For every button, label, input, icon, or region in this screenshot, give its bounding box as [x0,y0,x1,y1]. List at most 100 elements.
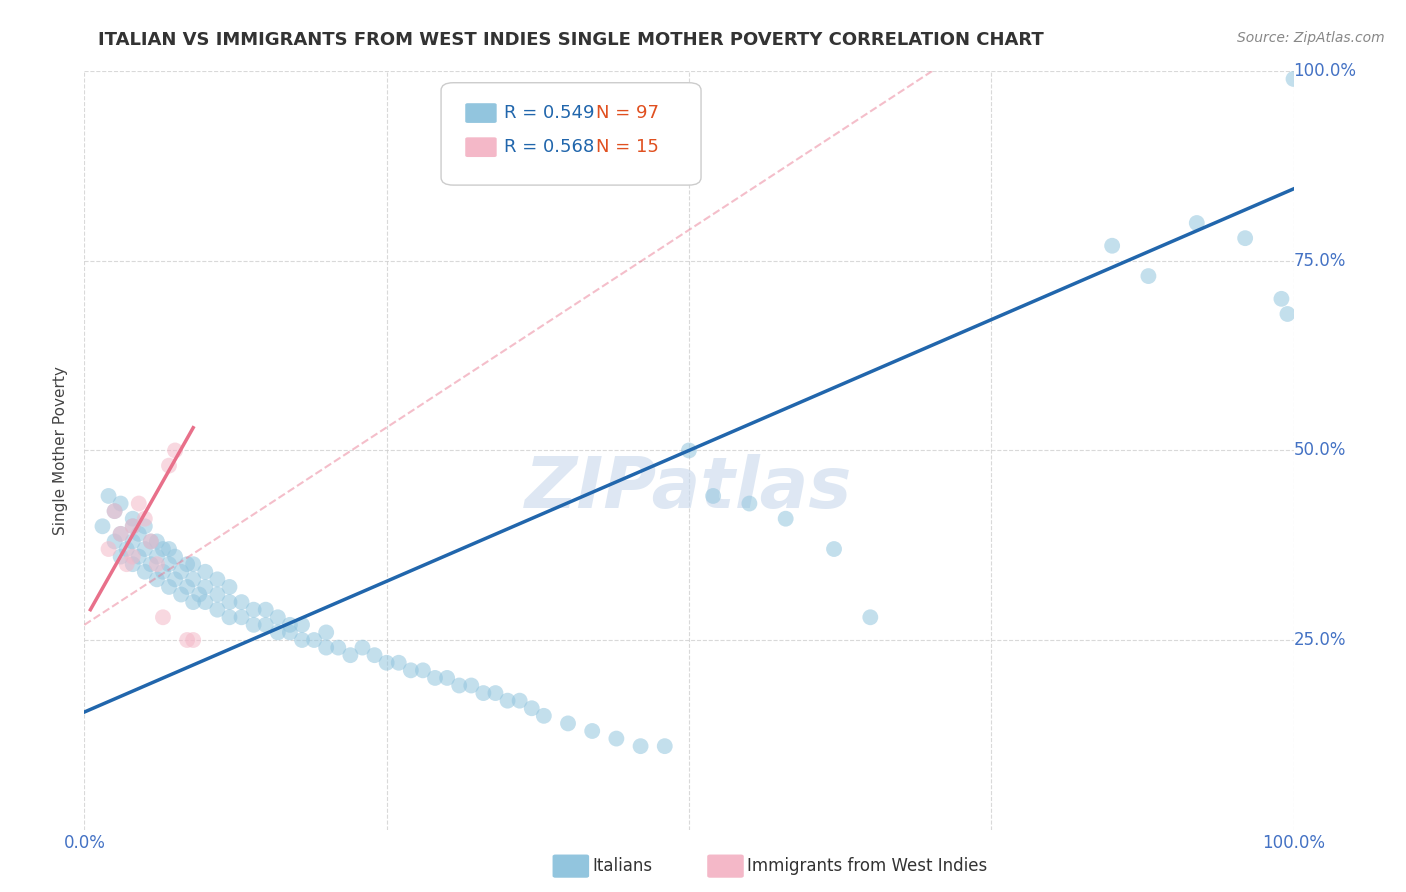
Point [823,542,845,557]
Point [176,557,198,572]
Point [207,573,229,587]
Point [399,664,422,678]
Point [176,580,198,594]
Point [412,664,434,678]
Point [423,671,446,685]
Point [139,557,162,572]
Point [104,504,127,518]
FancyBboxPatch shape [465,103,496,123]
Point [134,512,156,526]
Point [152,542,174,557]
Text: N = 15: N = 15 [596,138,658,156]
Point [339,648,361,662]
Point [115,557,138,572]
Point [375,656,398,670]
Point [315,640,337,655]
Point [207,603,229,617]
Point [533,708,555,723]
Point [291,633,314,648]
Point [1282,72,1305,87]
Point [194,595,217,609]
Point [146,557,169,572]
Point [157,458,180,473]
Point [134,519,156,533]
Point [181,573,204,587]
Point [152,565,174,579]
Point [97,542,120,557]
Point [157,580,180,594]
Point [775,512,797,526]
Point [110,526,132,541]
Point [352,640,374,655]
Text: Source: ZipAtlas.com: Source: ZipAtlas.com [1237,31,1385,45]
Point [121,512,143,526]
Point [231,595,253,609]
Point [654,739,676,753]
Point [139,534,162,549]
Point [254,617,277,632]
Point [472,686,495,700]
Point [176,633,198,648]
Point [121,557,143,572]
Point [134,565,156,579]
Point [254,603,277,617]
Y-axis label: Single Mother Poverty: Single Mother Poverty [53,366,69,535]
Point [110,496,132,510]
FancyBboxPatch shape [441,83,702,186]
Text: 50.0%: 50.0% [1294,442,1346,459]
Point [678,443,700,458]
Point [520,701,543,715]
Point [146,549,169,564]
Point [484,686,506,700]
Point [181,557,204,572]
Point [139,534,162,549]
Point [460,678,482,692]
Point [188,588,211,602]
Point [134,542,156,557]
Point [104,504,127,518]
Point [1101,238,1123,253]
Point [738,496,761,510]
Point [170,565,193,579]
Point [152,610,174,624]
Point [121,549,143,564]
Point [278,625,301,640]
Point [315,625,337,640]
Point [1277,307,1299,321]
Point [302,633,325,648]
Point [181,595,204,609]
Point [218,580,240,594]
Point [110,526,132,541]
FancyBboxPatch shape [465,137,496,157]
Text: R = 0.568: R = 0.568 [503,138,595,156]
Point [104,534,127,549]
Text: Italians: Italians [592,857,652,875]
Point [242,603,264,617]
Point [128,526,150,541]
Point [121,519,143,533]
Point [97,489,120,503]
Point [170,588,193,602]
Point [291,617,314,632]
Point [157,557,180,572]
Point [702,489,724,503]
Point [157,542,180,557]
Point [1234,231,1257,245]
Text: R = 0.549: R = 0.549 [503,104,595,122]
Point [128,549,150,564]
Point [1270,292,1292,306]
Point [181,633,204,648]
Point [165,573,187,587]
Text: 25.0%: 25.0% [1294,631,1346,649]
Point [165,443,187,458]
Point [121,519,143,533]
Point [328,640,350,655]
Point [207,588,229,602]
Point [115,542,138,557]
Text: Immigrants from West Indies: Immigrants from West Indies [747,857,987,875]
Point [1185,216,1208,230]
Point [278,617,301,632]
Text: ITALIAN VS IMMIGRANTS FROM WEST INDIES SINGLE MOTHER POVERTY CORRELATION CHART: ITALIAN VS IMMIGRANTS FROM WEST INDIES S… [98,31,1045,49]
Point [146,573,169,587]
Point [267,625,290,640]
